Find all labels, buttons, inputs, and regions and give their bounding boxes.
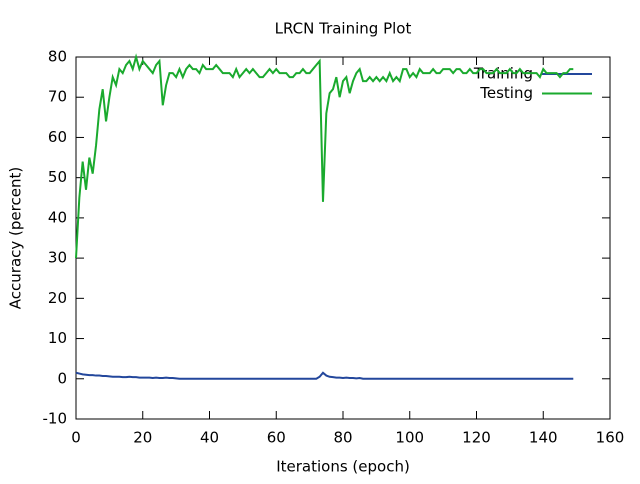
x-tick-label: 120 [462,429,491,447]
chart-title: LRCN Training Plot [275,20,412,38]
x-tick-label: 100 [395,429,424,447]
x-tick-label: 60 [267,429,286,447]
y-tick-label: 60 [48,128,67,146]
x-tick-label: 40 [200,429,219,447]
plot-frame [75,56,611,420]
x-tick-label: 0 [71,429,81,447]
y-axis-label: Accuracy (percent) [7,167,25,309]
legend-label: Testing [479,84,533,102]
x-tick-label: 140 [529,429,558,447]
y-tick-label: 10 [48,329,67,347]
y-tick-label: 40 [48,208,67,226]
y-tick-label: 30 [48,249,67,267]
x-axis-label: Iterations (epoch) [276,458,410,476]
y-tick-label: 70 [48,88,67,106]
x-tick-label: 20 [133,429,152,447]
y-tick-label: 80 [48,48,67,66]
y-tick-label: -10 [43,410,68,428]
x-tick-label: 160 [596,429,625,447]
series-line [75,53,574,259]
y-tick-label: 50 [48,168,67,186]
y-tick-label: 20 [48,289,67,307]
y-tick-label: 0 [57,369,67,387]
x-tick-label: 80 [333,429,352,447]
series-line [75,371,574,380]
